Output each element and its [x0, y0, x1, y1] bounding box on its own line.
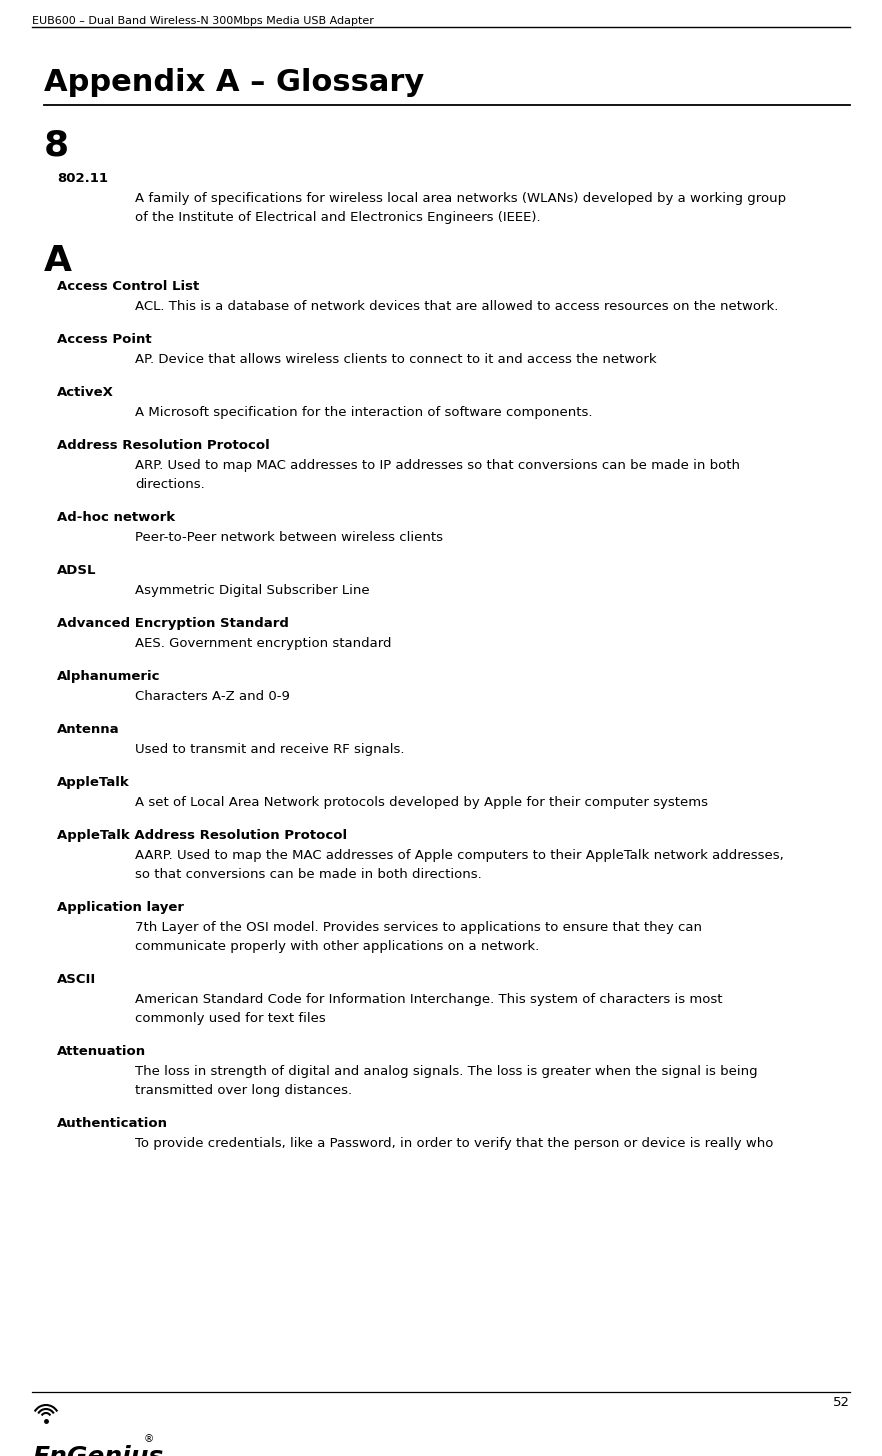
Text: Alphanumeric: Alphanumeric [57, 670, 161, 683]
Text: Peer-to-Peer network between wireless clients: Peer-to-Peer network between wireless cl… [135, 531, 443, 545]
Text: ARP. Used to map MAC addresses to IP addresses so that conversions can be made i: ARP. Used to map MAC addresses to IP add… [135, 459, 740, 472]
Text: A family of specifications for wireless local area networks (WLANs) developed by: A family of specifications for wireless … [135, 192, 786, 205]
Text: AppleTalk Address Resolution Protocol: AppleTalk Address Resolution Protocol [57, 828, 348, 842]
Text: ASCII: ASCII [57, 973, 96, 986]
Text: ActiveX: ActiveX [57, 386, 114, 399]
Text: 52: 52 [833, 1396, 850, 1409]
Text: Access Control List: Access Control List [57, 280, 199, 293]
Text: A: A [44, 245, 72, 278]
Text: ADSL: ADSL [57, 563, 96, 577]
Text: Characters A-Z and 0-9: Characters A-Z and 0-9 [135, 690, 290, 703]
Text: EUB600 – Dual Band Wireless-N 300Mbps Media USB Adapter: EUB600 – Dual Band Wireless-N 300Mbps Me… [32, 16, 374, 26]
Text: 7th Layer of the OSI model. Provides services to applications to ensure that the: 7th Layer of the OSI model. Provides ser… [135, 922, 702, 933]
Text: so that conversions can be made in both directions.: so that conversions can be made in both … [135, 868, 482, 881]
Text: of the Institute of Electrical and Electronics Engineers (IEEE).: of the Institute of Electrical and Elect… [135, 211, 541, 224]
Text: Antenna: Antenna [57, 724, 120, 735]
Text: A set of Local Area Network protocols developed by Apple for their computer syst: A set of Local Area Network protocols de… [135, 796, 708, 810]
Text: The loss in strength of digital and analog signals. The loss is greater when the: The loss in strength of digital and anal… [135, 1064, 758, 1077]
Text: American Standard Code for Information Interchange. This system of characters is: American Standard Code for Information I… [135, 993, 722, 1006]
Text: directions.: directions. [135, 478, 205, 491]
Text: EnGenius: EnGenius [32, 1444, 163, 1456]
Text: transmitted over long distances.: transmitted over long distances. [135, 1085, 352, 1096]
Text: Ad-hoc network: Ad-hoc network [57, 511, 176, 524]
Text: Attenuation: Attenuation [57, 1045, 146, 1059]
Text: AppleTalk: AppleTalk [57, 776, 130, 789]
Text: Advanced Encryption Standard: Advanced Encryption Standard [57, 617, 289, 630]
Text: Authentication: Authentication [57, 1117, 168, 1130]
Text: AARP. Used to map the MAC addresses of Apple computers to their AppleTalk networ: AARP. Used to map the MAC addresses of A… [135, 849, 784, 862]
Text: ®: ® [144, 1434, 154, 1444]
Text: ACL. This is a database of network devices that are allowed to access resources : ACL. This is a database of network devic… [135, 300, 779, 313]
Text: Access Point: Access Point [57, 333, 152, 347]
Text: 8: 8 [44, 128, 69, 162]
Text: Address Resolution Protocol: Address Resolution Protocol [57, 440, 270, 451]
Text: 802.11: 802.11 [57, 172, 108, 185]
Text: Used to transmit and receive RF signals.: Used to transmit and receive RF signals. [135, 743, 405, 756]
Text: To provide credentials, like a Password, in order to verify that the person or d: To provide credentials, like a Password,… [135, 1137, 774, 1150]
Text: Application layer: Application layer [57, 901, 184, 914]
Text: communicate properly with other applications on a network.: communicate properly with other applicat… [135, 941, 539, 954]
Text: A Microsoft specification for the interaction of software components.: A Microsoft specification for the intera… [135, 406, 593, 419]
Text: commonly used for text files: commonly used for text files [135, 1012, 325, 1025]
Text: Asymmetric Digital Subscriber Line: Asymmetric Digital Subscriber Line [135, 584, 370, 597]
Text: AES. Government encryption standard: AES. Government encryption standard [135, 638, 392, 649]
Text: AP. Device that allows wireless clients to connect to it and access the network: AP. Device that allows wireless clients … [135, 352, 656, 365]
Text: Appendix A – Glossary: Appendix A – Glossary [44, 68, 424, 98]
